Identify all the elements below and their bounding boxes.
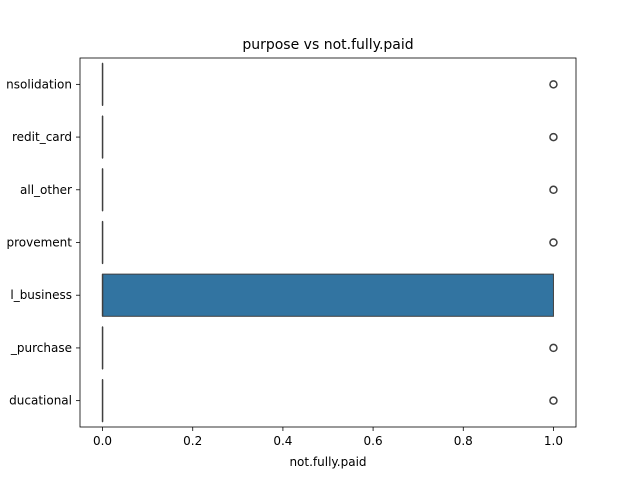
outlier-point [549, 185, 558, 195]
outlier-point [549, 238, 558, 247]
box [102, 273, 554, 317]
chart-title: purpose vs not.fully.paid [242, 37, 413, 53]
box-group [101, 379, 558, 423]
y-tick-label: redit_card [12, 130, 72, 144]
x-axis: 0.0 0.2 0.4 0.6 0.8 1.0 [93, 427, 563, 448]
box-group [101, 62, 558, 106]
box-group [101, 273, 554, 317]
x-tick-label: 0.2 [183, 434, 202, 448]
y-axis: nsolidation redit_card all_other provement l… [6, 77, 80, 408]
x-tick-label: 1.0 [544, 434, 563, 448]
y-tick-label: all_other [20, 183, 72, 197]
y-tick-label: nsolidation [6, 77, 72, 91]
plot-area [101, 62, 558, 423]
y-tick-label: ducational [9, 394, 72, 408]
outlier-point [549, 80, 558, 89]
box-group [101, 168, 558, 212]
x-tick-label: 0.4 [273, 434, 292, 448]
y-tick-label: l_business [10, 288, 72, 302]
outlier-point [549, 396, 558, 405]
box-group [101, 220, 558, 265]
y-tick-label: provement [7, 236, 73, 250]
y-tick-label: _purchase [10, 341, 72, 355]
x-tick-label: 0.0 [93, 434, 112, 448]
x-tick-label: 0.6 [364, 434, 383, 448]
outlier-point [549, 343, 558, 353]
box-group [101, 115, 558, 159]
x-tick-label: 0.8 [454, 434, 473, 448]
outlier-point [549, 132, 558, 142]
x-axis-label: not.fully.paid [289, 455, 366, 469]
box-group [101, 326, 558, 370]
